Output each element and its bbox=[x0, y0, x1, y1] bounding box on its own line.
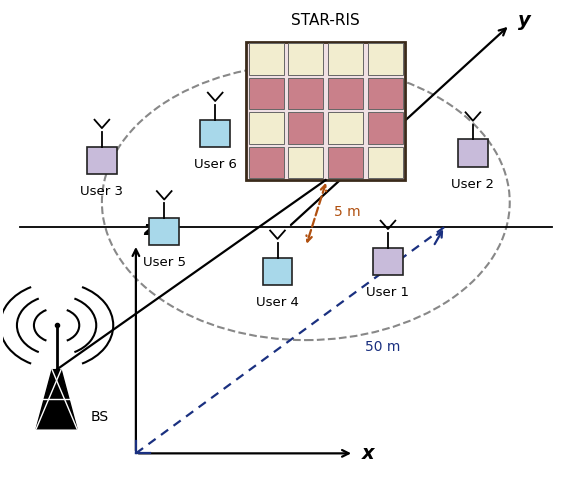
Text: User 2: User 2 bbox=[451, 178, 494, 191]
Bar bbox=[328, 78, 363, 109]
Text: User 5: User 5 bbox=[143, 256, 186, 269]
Bar bbox=[368, 43, 403, 75]
Bar bbox=[458, 139, 488, 166]
Bar bbox=[368, 78, 403, 109]
Bar bbox=[328, 112, 363, 143]
Bar bbox=[249, 43, 284, 75]
Text: STAR-RIS: STAR-RIS bbox=[291, 13, 360, 28]
Bar bbox=[288, 146, 323, 178]
Bar bbox=[288, 112, 323, 143]
Bar bbox=[263, 257, 292, 285]
Bar bbox=[368, 146, 403, 178]
Bar bbox=[249, 146, 284, 178]
Bar bbox=[247, 42, 405, 180]
Bar bbox=[368, 112, 403, 143]
Text: User 4: User 4 bbox=[256, 296, 299, 309]
Bar bbox=[288, 43, 323, 75]
Bar bbox=[328, 146, 363, 178]
Text: $\bfit{z}$: $\bfit{z}$ bbox=[142, 220, 156, 239]
Text: $\bfit{x}$: $\bfit{x}$ bbox=[361, 444, 376, 463]
Bar bbox=[288, 78, 323, 109]
Bar bbox=[200, 120, 230, 147]
Text: 5 m: 5 m bbox=[334, 205, 361, 219]
Bar bbox=[249, 112, 284, 143]
Bar bbox=[87, 147, 117, 174]
Bar bbox=[374, 248, 403, 275]
Text: User 6: User 6 bbox=[194, 158, 237, 171]
Polygon shape bbox=[36, 370, 77, 429]
Bar bbox=[328, 43, 363, 75]
Bar bbox=[149, 218, 179, 246]
Text: 50 m: 50 m bbox=[366, 341, 400, 355]
Bar bbox=[249, 78, 284, 109]
Text: BS: BS bbox=[90, 410, 109, 424]
Text: $\bfit{y}$: $\bfit{y}$ bbox=[517, 13, 532, 32]
Text: User 3: User 3 bbox=[81, 185, 124, 198]
Text: User 1: User 1 bbox=[367, 286, 410, 299]
